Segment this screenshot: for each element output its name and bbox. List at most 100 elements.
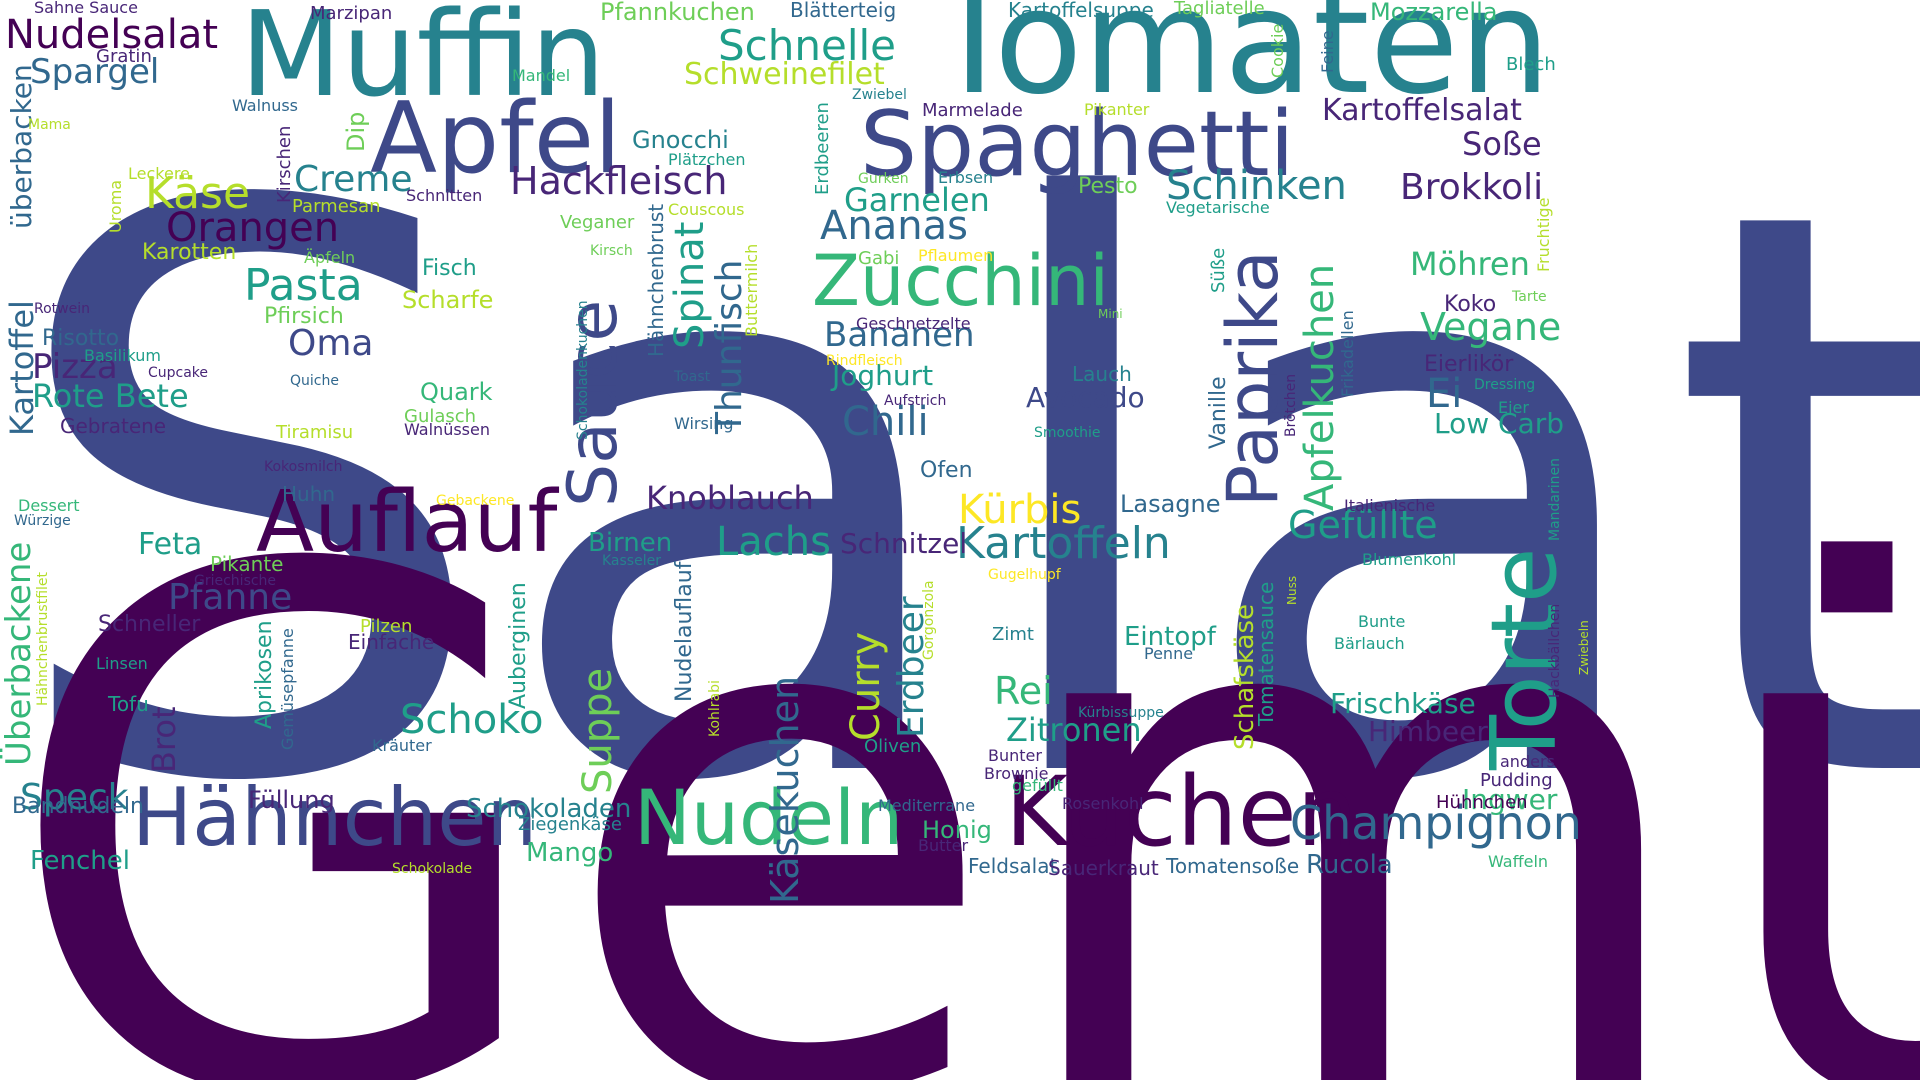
word-rucola: Rucola <box>1306 850 1393 880</box>
word-feine: Feine <box>1318 30 1337 73</box>
word-baerlauch: Bärlauch <box>1334 634 1405 653</box>
word-avocado: Avocado <box>1026 381 1145 414</box>
word-lasagne: Lasagne <box>1120 490 1221 518</box>
word-himbeer: Himbeer <box>1368 715 1488 748</box>
word-kartoffeln: Kartoffeln <box>956 518 1171 569</box>
word-ingwer: Ingwer <box>1462 783 1558 816</box>
word-gugelhupf: Gugelhupf <box>988 567 1061 583</box>
word-joghurt: Joghurt <box>832 359 934 392</box>
word-blech: Blech <box>1506 54 1556 75</box>
word-gebratene: Gebratene <box>60 414 167 438</box>
word-lachs: Lachs <box>716 519 831 565</box>
word-veganer: Veganer <box>560 212 635 233</box>
word-frischkaese: Frischkäse <box>1330 687 1476 720</box>
word-penne: Penne <box>1144 644 1194 663</box>
word-pasta: Pasta <box>244 260 363 311</box>
word-scharfe: Scharfe <box>402 286 494 314</box>
word-sauerkraut: Sauerkraut <box>1048 856 1159 880</box>
word-kartoffel: Kartoffel <box>3 300 41 436</box>
word-nuss: Nuss <box>1285 575 1299 605</box>
word-kraeuter: Kräuter <box>372 736 432 755</box>
word-mango: Mango <box>526 838 614 868</box>
word-griechische: Griechische <box>194 573 277 589</box>
word-kirsch: Kirsch <box>590 243 633 259</box>
word-sahne-sauce: Sahne Sauce <box>34 0 138 17</box>
word-kuchen: Kuchen <box>1005 756 1358 868</box>
word-fuellung: Füllung <box>248 786 335 814</box>
word-schnitten: Schnitten <box>406 186 483 205</box>
word-dip: Dip <box>342 111 370 152</box>
word-rei: Rei <box>994 669 1053 713</box>
word-spaghetti: Spaghetti <box>860 92 1295 197</box>
word-toast: Toast <box>674 369 711 385</box>
word-speck: Speck <box>20 777 129 818</box>
word-kartoffelsuppe: Kartoffelsuppe <box>1008 0 1154 22</box>
word-suesse: Süße <box>1208 247 1229 293</box>
word-schinken: Schinken <box>1166 163 1347 209</box>
word-erbsen: Erbsen <box>938 168 994 187</box>
word-rote-bete: Rote Bete <box>32 377 189 415</box>
word-gemuese: Gemüse <box>0 419 1920 1080</box>
word-aufstrich: Aufstrich <box>884 393 947 409</box>
word-geschnetzelte: Geschnetzelte <box>856 314 971 333</box>
word-kuerbissuppe: Kürbissuppe <box>1078 705 1164 721</box>
word-pizza: Pizza <box>32 347 118 387</box>
word-eierlikoer: Eierlikör <box>1424 352 1514 377</box>
word-walnuss: Walnuss <box>232 96 298 115</box>
word-bunter: Bunter <box>988 746 1042 765</box>
word-leckere: Leckere <box>128 164 190 183</box>
word-kohlrabi: Kohlrabi <box>707 680 723 737</box>
word-apfelkuchen: Apfelkuchen <box>1297 263 1343 511</box>
word-schafskaese: Schafskäse <box>1230 604 1260 750</box>
word-mini: Mini <box>1098 307 1123 321</box>
word-uroma: Uroma <box>106 179 125 233</box>
word-gorgonzola: Gorgonzola <box>921 580 937 660</box>
word-schneller: Schneller <box>98 612 201 637</box>
word-waffeln: Waffeln <box>1488 852 1549 871</box>
word-ueberbacken: überbacken <box>5 64 38 229</box>
word-butter: Butter <box>918 836 969 855</box>
word-tiramisu: Tiramisu <box>276 422 354 443</box>
word-bunte: Bunte <box>1358 612 1406 631</box>
word-erdbeeren: Erdbeeren <box>812 102 833 195</box>
word-cupcake: Cupcake <box>148 365 209 381</box>
word-pfirsich: Pfirsich <box>264 304 344 329</box>
word-moehren: Möhren <box>1410 245 1530 283</box>
word-curry: Curry <box>843 631 889 741</box>
word-auberginen: Auberginen <box>506 582 531 709</box>
word-haehnchenbrust: Hähnchenbrust <box>644 203 668 357</box>
word-gemuesepfanne: Gemüsepfanne <box>278 628 297 750</box>
word-tagliatelle: Tagliatelle <box>1174 0 1265 19</box>
word-walnuessen: Walnüssen <box>404 420 490 439</box>
word-ei: Ei <box>1426 371 1463 417</box>
word-creme: Creme <box>294 159 413 200</box>
word-aepfeln: Äpfeln <box>304 248 356 267</box>
word-kaesekuchen: Käsekuchen <box>763 675 807 904</box>
word-oliven: Oliven <box>864 736 922 757</box>
word-kuerbis: Kürbis <box>958 487 1082 533</box>
word-tomatensosse: Tomatensoße <box>1166 854 1300 878</box>
word-huehnchen: Hühnchen <box>1436 792 1528 813</box>
word-schokolade: Schokolade <box>392 861 473 877</box>
word-schoko: Schoko <box>400 697 544 743</box>
word-knoblauch: Knoblauch <box>646 479 814 517</box>
word-schnitzel: Schnitzel <box>840 527 968 560</box>
word-gratin: Gratin <box>96 46 152 67</box>
word-bananen: Bananen <box>824 315 975 355</box>
word-bandnudeln: Bandnudeln <box>12 794 144 819</box>
word-brot: Brot <box>145 706 183 773</box>
word-tarte: Tarte <box>1512 289 1547 305</box>
word-zwiebel: Zwiebel <box>852 87 907 103</box>
word-kaese: Käse <box>145 168 251 219</box>
word-muffin: Muffin <box>240 0 606 123</box>
word-kartoffelsalat: Kartoffelsalat <box>1322 93 1522 128</box>
word-gabi: Gabi <box>858 248 900 269</box>
word-marmelade: Marmelade <box>922 100 1023 121</box>
word-orangen: Orangen <box>166 205 340 251</box>
word-sauce: Sauce <box>554 299 633 507</box>
word-schweinefilet: Schweinefilet <box>684 57 885 92</box>
word-frikadellen: Frikadellen <box>1338 310 1357 397</box>
word-ueberbackene: Überbackene <box>0 541 39 766</box>
word-basilikum: Basilikum <box>84 346 161 365</box>
